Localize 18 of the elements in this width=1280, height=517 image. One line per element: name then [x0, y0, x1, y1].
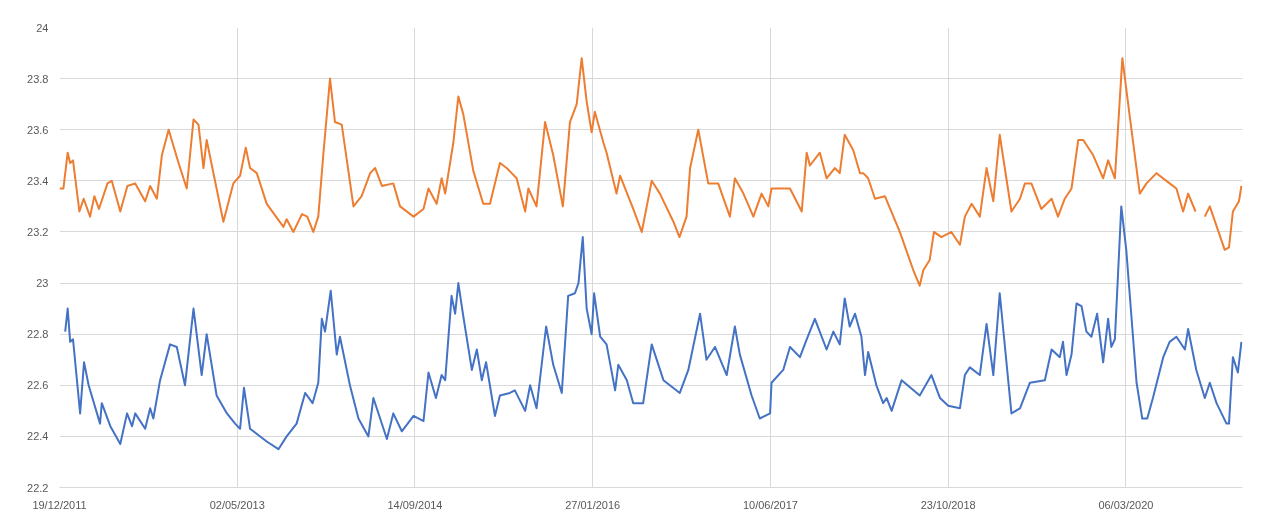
y-tick-label: 23.8: [27, 72, 49, 85]
y-tick-label: 23.6: [27, 123, 49, 136]
x-tick-label: 19/12/2011: [32, 498, 87, 511]
x-tick-label: 10/06/2017: [742, 498, 798, 511]
line-series: [64, 205, 1243, 451]
y-tick-label: 22.8: [27, 328, 49, 341]
x-tick-label: 02/05/2013: [209, 498, 265, 511]
y-tick-label: 22.6: [27, 379, 49, 392]
y-tick-label: 23: [36, 277, 49, 290]
y-tick-label: 24: [36, 21, 49, 34]
y-tick-label: 23.4: [27, 174, 49, 187]
x-tick-label: 14/09/2014: [387, 498, 443, 511]
x-tick-label: 06/03/2020: [1098, 498, 1154, 511]
y-tick-label: 22.2: [27, 481, 49, 494]
y-tick-label: 22.4: [27, 430, 49, 443]
y-tick-label: 23.2: [27, 225, 49, 238]
x-tick-label: 23/10/2018: [920, 498, 976, 511]
x-tick-label: 27/01/2016: [565, 498, 621, 511]
